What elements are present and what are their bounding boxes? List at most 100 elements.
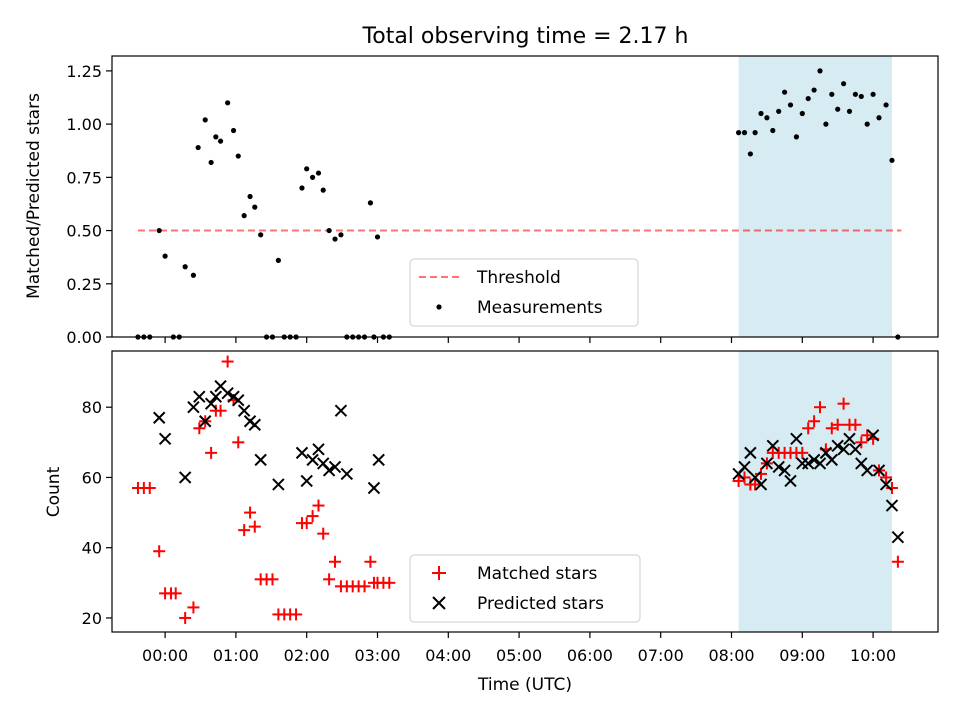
measurement-point [864,121,870,127]
measurement-point [162,253,168,259]
predicted-star-marker [813,457,827,470]
count-axes-frame [111,350,939,633]
matched-star-marker [329,555,342,568]
measurement-point [310,174,316,180]
chart-title: Total observing time = 2.17 h [362,24,689,49]
matched-star-marker [153,545,166,558]
count-y-tick-label: 80 [82,398,102,417]
measurement-point [304,166,310,172]
predicted-stars-points [152,379,905,544]
matched-star-marker [802,422,815,435]
measurement-point [741,130,748,136]
predicted-star-marker [766,439,780,453]
predicted-star-marker [760,457,774,470]
measurement-point [889,157,895,163]
measurement-point [367,200,374,206]
matched-star-marker [796,446,809,459]
matched-star-marker [837,397,850,410]
matched-star-marker [244,506,257,519]
predicted-star-marker [232,393,245,407]
matched-star-marker [312,499,325,512]
measurement-point [758,110,764,117]
ratio-y-tick-label: 0.25 [66,275,102,294]
measurement-point [747,151,753,157]
matched-star-marker [831,418,844,431]
predicted-star-marker [367,481,381,495]
count-x-axis: 00:00 01:00 02:00 03:00 04:00 05:00 06:00 07:00… [142,632,896,665]
matched-star-marker [238,524,251,537]
predicted-star-marker [158,432,172,446]
matched-stars-legend-label: Matched stars [477,564,597,584]
measurement-point [213,134,219,140]
matched-star-marker [738,471,751,484]
predicted-star-marker [866,429,880,442]
predicted-star-marker [831,439,844,453]
matched-star-marker [749,478,762,491]
matched-star-marker [187,601,200,614]
matched-star-marker [290,608,303,621]
measurement-point [247,193,253,200]
predicted-star-marker [891,530,905,544]
predicted-star-marker [272,478,285,491]
matched-star-marker [179,611,192,624]
measurement-point [182,264,188,270]
measurement-point [225,100,231,106]
predicted-star-marker [849,443,862,456]
count-x-tick-label: 00:00 [142,646,188,665]
matched-star-marker [317,527,330,540]
predicted-star-marker [754,478,768,491]
predicted-star-marker [248,418,261,431]
predicted-star-marker [187,400,200,414]
measurement-point [202,117,208,123]
matched-star-marker [248,520,261,533]
matched-star-marker [232,436,245,449]
predicted-star-marker [372,453,385,467]
measurement-point [275,257,281,263]
predicted-star-marker [328,460,342,474]
measurement-point [230,127,237,134]
predicted-star-marker [322,464,336,477]
predicted-star-marker [885,499,899,512]
ratio-legend-box [409,258,639,327]
matched-star-marker [364,555,377,568]
count-x-tick-label: 08:00 [708,646,754,665]
measurement-point [811,87,817,93]
measurement-point [326,227,332,234]
ratio-y-axis: 0.00 0.25 0.50 0.75 1.00 1.25 [66,62,112,347]
measurement-point [735,130,742,136]
matched-star-marker [880,471,893,484]
measurement-point [823,121,829,127]
measurement-point [787,102,794,108]
ratio-legend: Threshold Measurements [409,258,639,327]
predicted-star-marker [872,464,886,477]
ratio-y-tick-label: 1.00 [66,115,102,134]
ratio-axes-frame [111,55,939,338]
predicted-star-marker [295,446,309,460]
measurement-point [770,127,776,134]
predicted-star-marker [796,457,809,470]
observing-window-shade [738,56,892,337]
predicted-star-marker [178,471,192,484]
measurement-point [852,91,859,97]
predicted-star-marker [843,432,856,446]
matched-stars-legend-swatch [432,566,446,580]
predicted-star-marker [837,443,850,456]
measurement-point [156,227,162,234]
predicted-stars-legend-swatch [432,596,446,610]
predicted-star-marker [221,386,234,400]
count-x-tick-label: 02:00 [284,646,330,665]
predicted-star-marker [879,478,893,491]
measurement-point [870,91,876,97]
measurement-point [835,106,841,112]
measurement-point [235,153,241,159]
count-x-tick-label: 09:00 [779,646,825,665]
measurement-point [190,272,197,278]
measurement-point [258,232,264,238]
matched-star-marker [143,481,156,494]
count-y-axis: 20 40 60 80 [82,398,112,628]
count-x-tick-label: 04:00 [425,646,471,665]
ratio-y-axis-label: Matched/Predicted stars [24,93,44,299]
matched-star-marker [383,576,396,589]
